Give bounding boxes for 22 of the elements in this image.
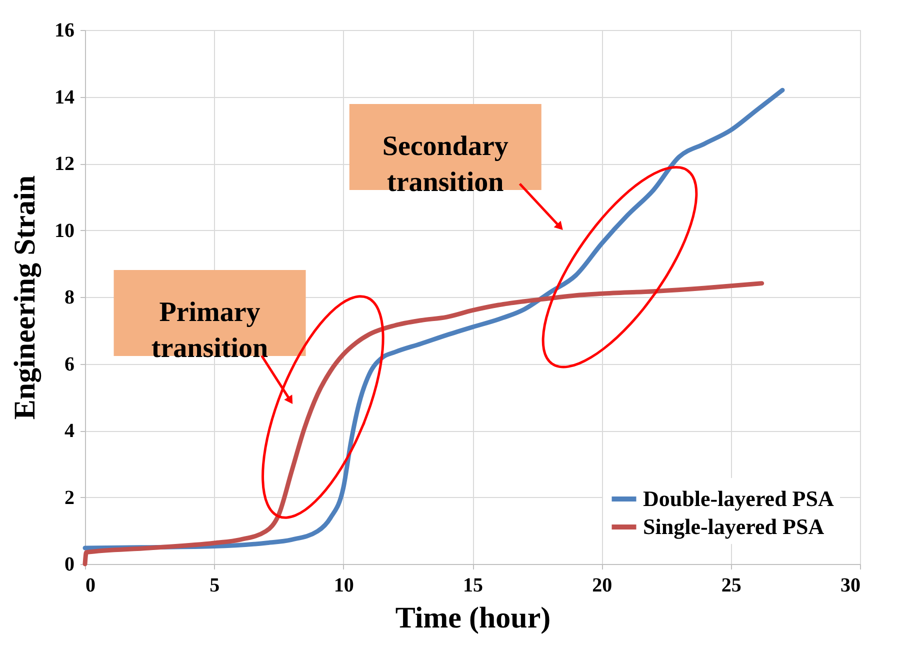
y-tick-label: 0 (64, 554, 74, 576)
x-tick-label: 0 (86, 574, 96, 596)
x-tick-label: 5 (210, 574, 220, 596)
y-tick-label: 2 (64, 486, 74, 509)
x-tick-label: 15 (463, 574, 483, 596)
y-tick-label: 10 (54, 220, 74, 242)
y-tick-label: 16 (54, 20, 74, 42)
x-tick-label: 25 (721, 574, 742, 596)
x-tick-label: 30 (840, 574, 860, 596)
x-tick-label: 20 (592, 574, 612, 596)
x-tick-label: 10 (334, 574, 354, 596)
y-tick-label: 12 (54, 153, 74, 175)
x-axis-title: Time (hour) (395, 602, 551, 634)
y-tick-label: 4 (64, 420, 74, 442)
y-tick-label: 14 (54, 86, 74, 108)
legend-label: Single-layered PSA (643, 514, 824, 539)
annotation: Primary transition (151, 297, 269, 364)
y-axis-title: Engineering Strain (8, 175, 42, 420)
y-tick-label: 8 (64, 286, 74, 308)
annotation: Secondary transition (382, 130, 508, 198)
legend-label: Double-layered PSA (643, 486, 834, 511)
y-tick-label: 6 (64, 353, 74, 376)
